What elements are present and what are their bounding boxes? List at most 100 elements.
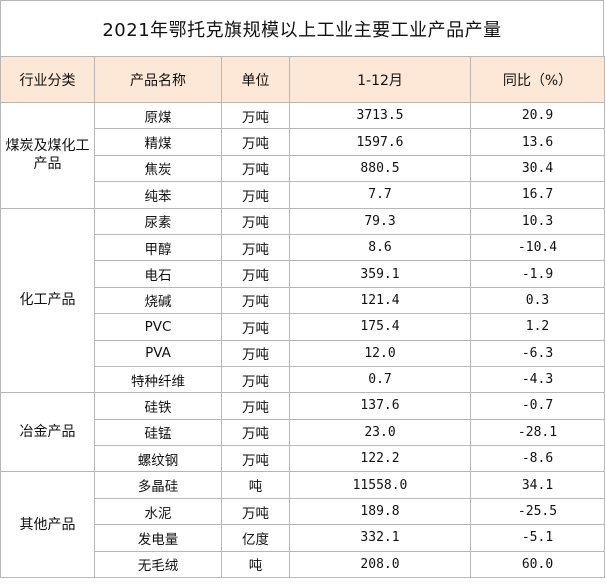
yoy-cell: -1.9 (470, 260, 605, 288)
product-cell: 发电量 (94, 524, 222, 552)
product-cell: 硅锰 (94, 418, 222, 447)
unit-cell: 万吨 (221, 445, 290, 473)
value-cell: 12.0 (289, 339, 471, 367)
table-row: 煤炭及煤化工产品 原煤 万吨 3713.5 20.9 (0, 101, 605, 209)
value-cell: 7.7 (289, 181, 471, 209)
yoy-cell: -25.5 (470, 497, 605, 526)
product-cell: 电石 (94, 260, 222, 288)
yoy-cell: 60.0 (470, 550, 605, 579)
unit-cell: 万吨 (221, 128, 290, 156)
value-cell: 122.2 (289, 445, 471, 473)
unit-cell: 万吨 (221, 418, 290, 447)
value-cell: 137.6 (289, 392, 471, 420)
unit-cell: 万吨 (221, 339, 290, 367)
value-cell: 189.8 (289, 497, 471, 526)
product-cell: 无毛绒 (94, 550, 222, 579)
unit-cell: 万吨 (221, 497, 290, 526)
category-cell: 冶金产品 (0, 392, 95, 473)
value-cell: 0.7 (289, 365, 471, 394)
product-cell: 多晶硅 (94, 471, 222, 499)
table-row: 发电量 亿度 332.1 -5.1 (1, 524, 605, 552)
unit-cell: 万吨 (221, 392, 290, 420)
product-cell: 水泥 (94, 497, 222, 526)
table-row: 精煤 万吨 1597.6 13.6 (1, 128, 605, 156)
unit-cell: 吨 (221, 471, 290, 499)
yoy-cell: 34.1 (470, 471, 605, 499)
unit-cell: 万吨 (221, 101, 290, 130)
yoy-cell: -10.4 (470, 233, 605, 262)
value-cell: 121.4 (289, 286, 471, 315)
table-row: 其他产品 多晶硅吨 11558.0 34.1 (0, 471, 605, 579)
table-row: 纯苯 万吨 7.7 16.7 (1, 181, 605, 209)
yoy-cell: 13.6 (470, 128, 605, 156)
yoy-cell: -0.7 (470, 392, 605, 420)
category-cell: 化工产品 (0, 207, 95, 394)
unit-cell: 万吨 (221, 365, 290, 394)
product-cell: 螺纹钢 (94, 445, 222, 473)
table-row: 焦炭 万吨 880.5 30.4 (1, 154, 605, 183)
value-cell: 79.3 (289, 207, 471, 235)
yoy-cell: 1.2 (470, 313, 605, 341)
unit-cell: 万吨 (221, 154, 290, 183)
table-row: PVC 万吨 175.4 1.2 (1, 313, 605, 341)
unit-cell: 万吨 (221, 313, 290, 341)
table-body: 煤炭及煤化工产品 原煤 万吨 3713.5 20.9 精煤 万吨 1597.6 13.6 焦炭 万吨… (0, 101, 605, 579)
value-cell: 175.4 (289, 313, 471, 341)
yoy-cell: -6.3 (470, 339, 605, 367)
category-cell: 煤炭及煤化工产品 (0, 102, 95, 209)
product-cell: 甲醇 (94, 233, 222, 262)
unit-cell: 万吨 (221, 286, 290, 315)
page-title: 2021年鄂托克旗规模以上工业主要工业产品产量 (0, 0, 604, 56)
value-cell: 1597.6 (289, 128, 471, 156)
yoy-cell: -4.3 (470, 365, 605, 394)
table-row: 甲醇 万吨 8.6 -10.4 (1, 233, 605, 262)
product-cell: 焦炭 (94, 154, 222, 183)
unit-cell: 万吨 (221, 260, 290, 288)
product-cell: 尿素 (94, 207, 222, 235)
unit-cell: 万吨 (221, 233, 290, 262)
table-row: 化工产品 尿素 万吨 79.3 10.3 (0, 207, 605, 394)
product-cell: 烧碱 (94, 286, 222, 315)
table-row: 冶金产品 硅铁 万吨 137.6 -0.7 (0, 392, 605, 473)
value-cell: 8.6 (289, 233, 471, 262)
header-yoy: 同比（%） (470, 56, 605, 103)
value-cell: 332.1 (289, 524, 471, 552)
value-cell: 23.0 (289, 418, 471, 447)
table-row: 水泥 万吨 189.8 -25.5 (1, 497, 605, 526)
header-period: 1-12月 (289, 56, 471, 103)
product-cell: 原煤 (94, 101, 222, 130)
header-row: 行业分类 产品名称 单位 1-12月 同比（%） (0, 56, 605, 103)
value-cell: 11558.0 (289, 471, 471, 499)
table-row: 螺纹钢 万吨 122.2 -8.6 (1, 445, 605, 473)
product-cell: PVA (94, 339, 222, 367)
category-cell: 其他产品 (0, 471, 95, 579)
unit-cell: 万吨 (221, 181, 290, 209)
table-row: 无毛绒吨 208.0 60.0 (1, 550, 605, 579)
yoy-cell: -28.1 (470, 418, 605, 447)
product-cell: PVC (94, 313, 222, 341)
header-category: 行业分类 (0, 56, 95, 103)
table-row: PVA 万吨 12.0 -6.3 (1, 339, 605, 367)
unit-cell: 吨 (221, 550, 290, 579)
value-cell: 208.0 (289, 550, 471, 579)
yoy-cell: -5.1 (470, 524, 605, 552)
product-cell: 精煤 (94, 128, 222, 156)
yoy-cell: 16.7 (470, 181, 605, 209)
yoy-cell: 10.3 (470, 207, 605, 235)
value-cell: 880.5 (289, 154, 471, 183)
product-cell: 特种纤维 (94, 365, 222, 394)
value-cell: 3713.5 (289, 101, 471, 130)
header-unit: 单位 (221, 56, 290, 103)
yoy-cell: 20.9 (470, 101, 605, 130)
unit-cell: 亿度 (221, 524, 290, 552)
yoy-cell: 0.3 (470, 286, 605, 315)
yoy-cell: -8.6 (470, 445, 605, 473)
product-cell: 纯苯 (94, 181, 222, 209)
table-row: 电石 万吨 359.1 -1.9 (1, 260, 605, 288)
production-table: 行业分类 产品名称 单位 1-12月 同比（%） 煤炭及煤化工产品 原煤 万吨 371… (0, 56, 605, 579)
header-product: 产品名称 (94, 56, 222, 103)
unit-cell: 万吨 (221, 207, 290, 235)
table-row: 烧碱 万吨 121.4 0.3 (1, 286, 605, 315)
product-cell: 硅铁 (94, 392, 222, 420)
